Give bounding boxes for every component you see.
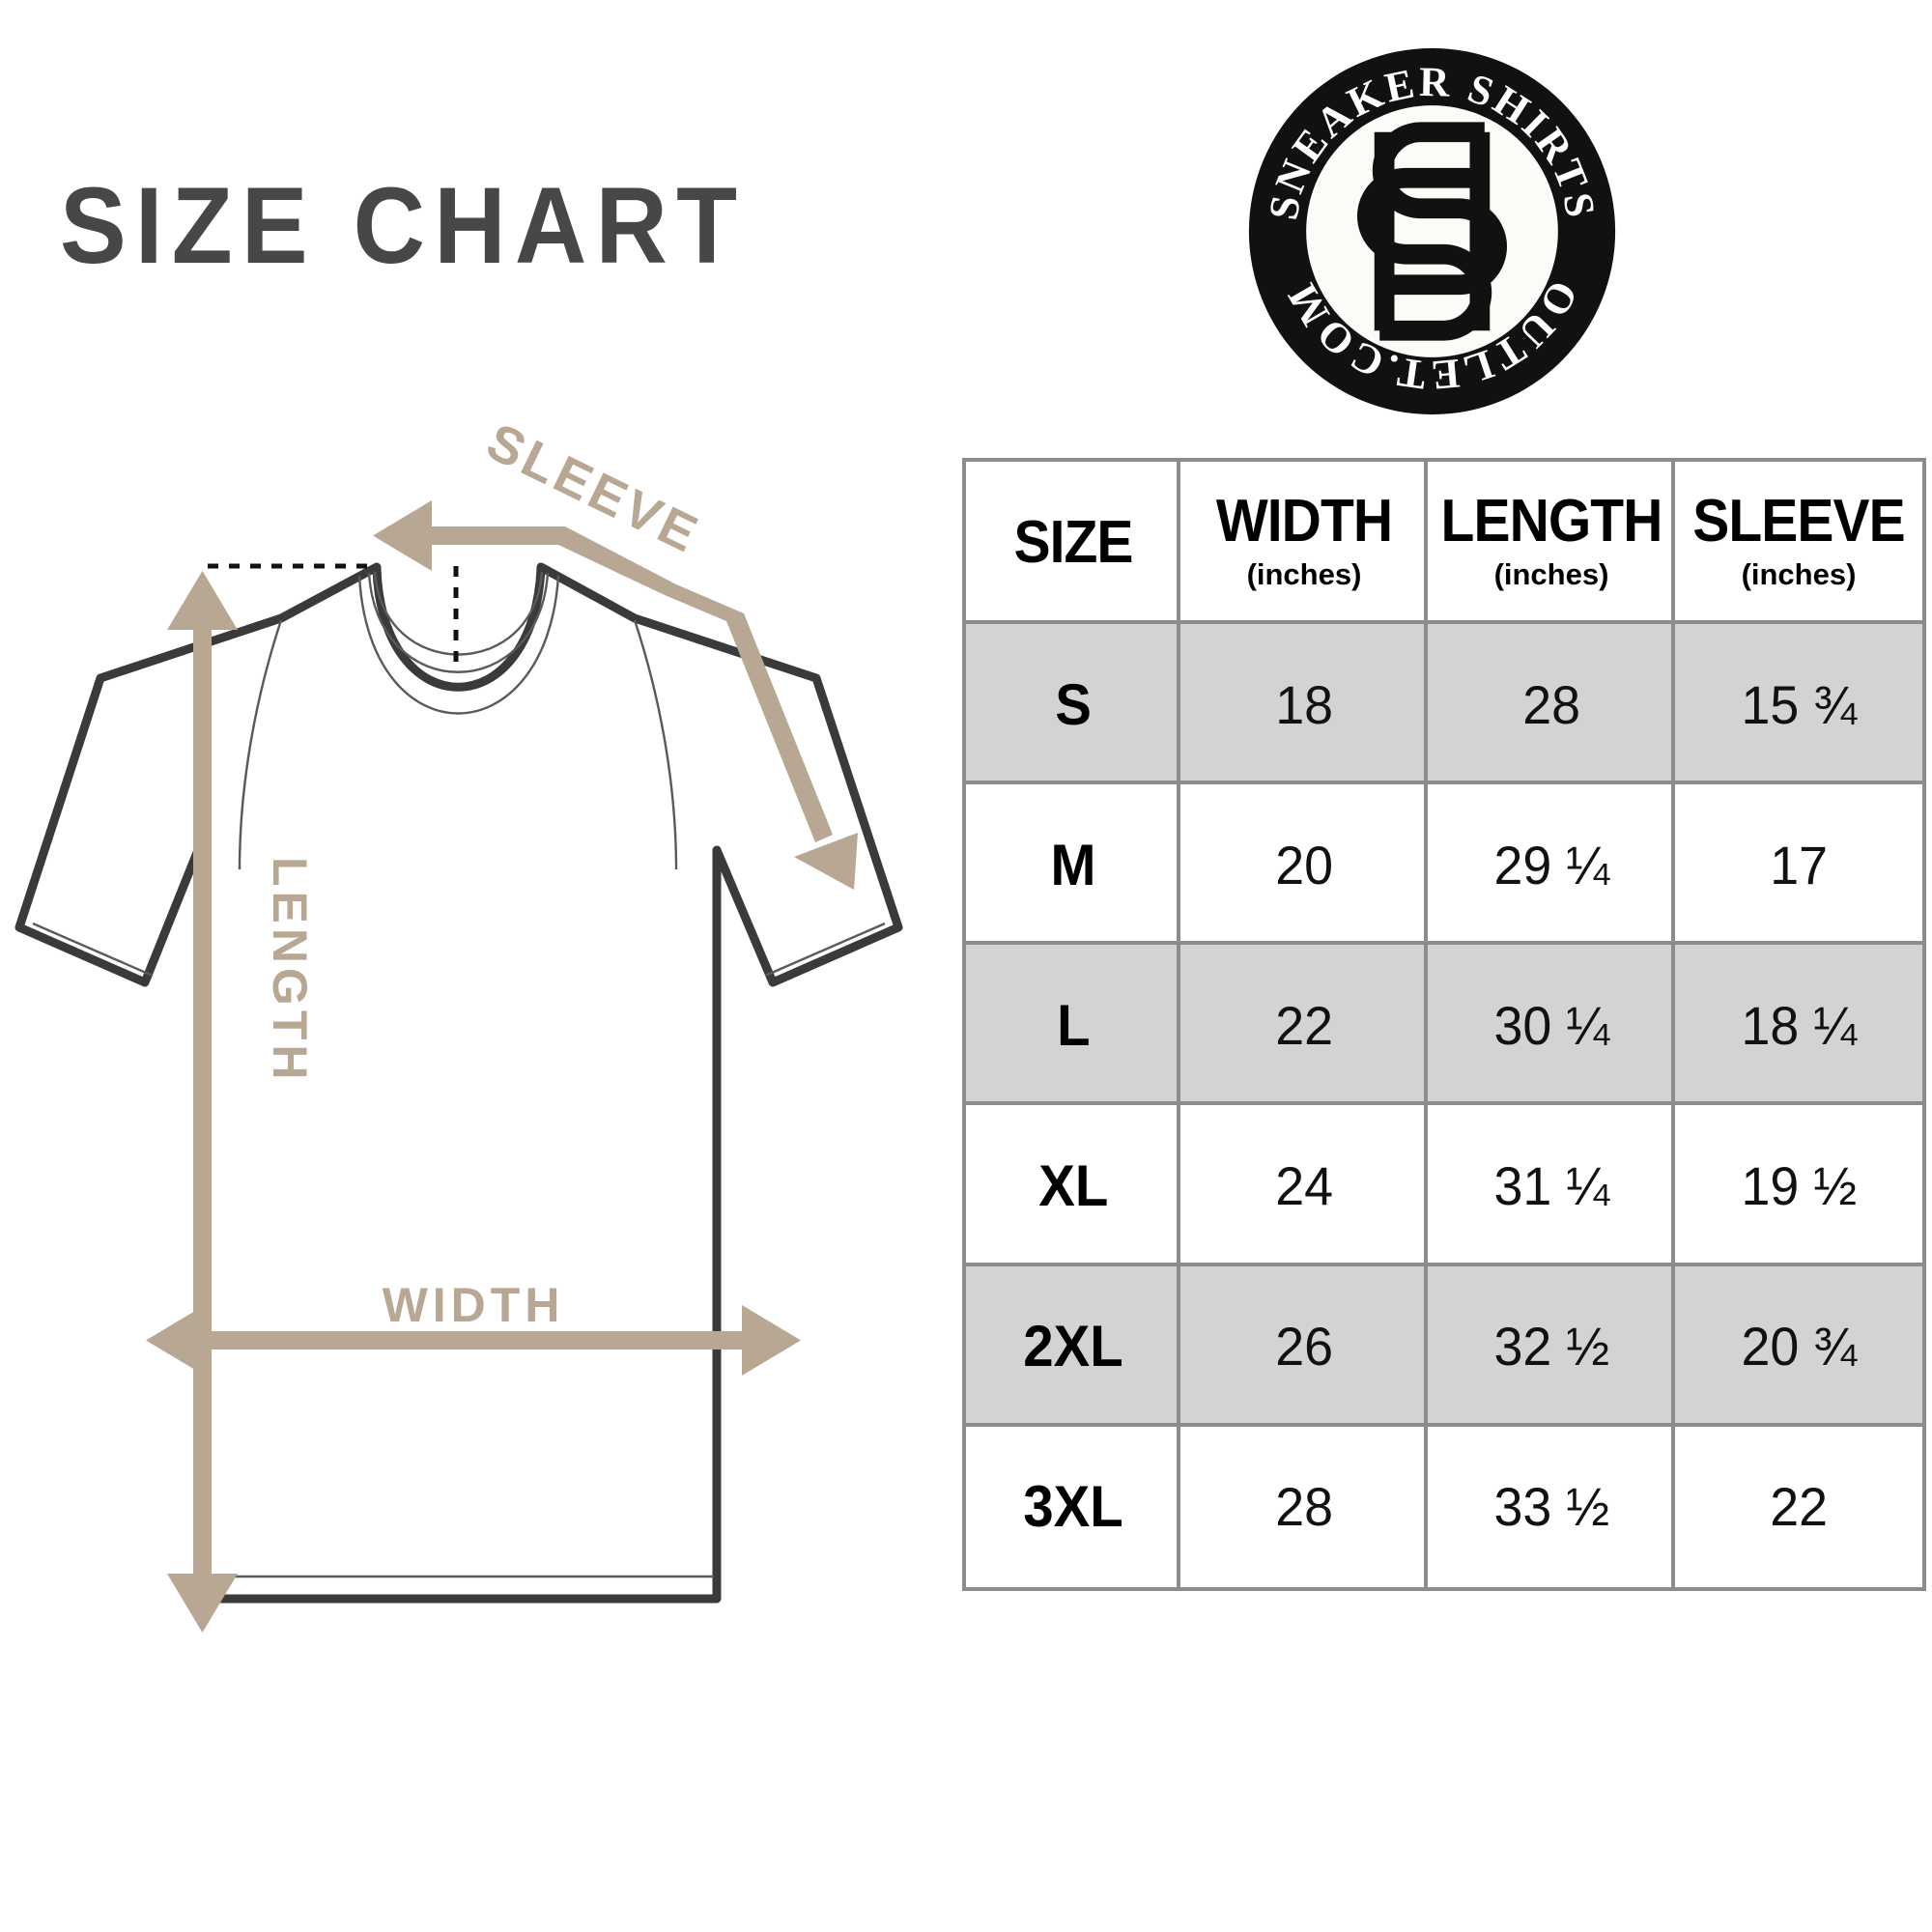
- header-length-sub: (inches): [1493, 556, 1609, 591]
- cell-length: 28: [1428, 624, 1675, 785]
- size-chart-table: SIZE WIDTH (inches) LENGTH (inches) SLEE…: [966, 462, 1922, 1587]
- cell-size: 3XL: [966, 1426, 1180, 1587]
- header-cell-size: SIZE: [966, 462, 1180, 624]
- cell-width: 28: [1180, 1426, 1428, 1587]
- sleeve-value: 19 ½: [1741, 1155, 1857, 1217]
- measurement-arrows: [146, 500, 858, 1633]
- header-cell-width: WIDTH (inches): [1180, 462, 1428, 624]
- width-value: 22: [1275, 994, 1333, 1056]
- header-length-main: LENGTH: [1440, 487, 1663, 554]
- tshirt-inner-seams: [32, 619, 886, 1578]
- sleeve-value: 20 ¾: [1741, 1316, 1857, 1378]
- length-label: LENGTH: [263, 857, 317, 1085]
- brand-logo: SNEAKER SHIRTS OUTLET.COM: [1241, 41, 1623, 422]
- cell-size: XL: [966, 1105, 1180, 1266]
- length-value: 28: [1522, 673, 1580, 735]
- tshirt-collar: [372, 564, 546, 692]
- width-value: 26: [1275, 1316, 1333, 1378]
- size-label: L: [1056, 992, 1091, 1058]
- table-row: 3XL 28 33 ½ 22: [966, 1426, 1922, 1587]
- table-row: XL 24 31 ¼ 19 ½: [966, 1105, 1922, 1266]
- table-row: S 18 28 15 ¾: [966, 624, 1922, 785]
- size-label: 3XL: [1023, 1474, 1123, 1540]
- cell-size: L: [966, 945, 1180, 1106]
- header-cell-length: LENGTH (inches): [1428, 462, 1675, 624]
- sleeve-value: 18 ¼: [1741, 994, 1857, 1056]
- cell-length: 30 ¼: [1428, 945, 1675, 1106]
- cell-length: 31 ¼: [1428, 1105, 1675, 1266]
- sleeve-value: 22: [1770, 1476, 1828, 1538]
- size-label: S: [1055, 671, 1092, 737]
- cell-sleeve: 15 ¾: [1675, 624, 1922, 785]
- sleeve-value: 15 ¾: [1741, 673, 1857, 735]
- length-value: 32 ½: [1493, 1316, 1609, 1378]
- page-title: SIZE CHART: [60, 165, 747, 286]
- table-row: 2XL 26 32 ½ 20 ¾: [966, 1265, 1922, 1427]
- table-row: L 22 30 ¼ 18 ¼: [966, 945, 1922, 1106]
- length-value: 30 ¼: [1493, 994, 1609, 1056]
- width-value: 20: [1275, 834, 1333, 895]
- header-size-main: SIZE: [1013, 509, 1133, 576]
- cell-sleeve: 18 ¼: [1675, 945, 1922, 1106]
- tshirt-outline: [14, 562, 903, 1604]
- size-label: XL: [1037, 1153, 1109, 1219]
- header-sleeve-main: SLEEVE: [1692, 487, 1905, 554]
- length-value: 31 ¼: [1493, 1155, 1609, 1217]
- header-sleeve-sub: (inches): [1741, 556, 1857, 591]
- cell-size: 2XL: [966, 1265, 1180, 1427]
- width-value: 24: [1275, 1155, 1333, 1217]
- cell-length: 32 ½: [1428, 1265, 1675, 1427]
- dashed-guides: [208, 563, 459, 663]
- width-label: WIDTH: [383, 1278, 565, 1332]
- cell-sleeve: 20 ¾: [1675, 1265, 1922, 1427]
- cell-sleeve: 17: [1675, 784, 1922, 946]
- width-value: 28: [1275, 1476, 1333, 1538]
- cell-width: 26: [1180, 1265, 1428, 1427]
- length-value: 29 ¼: [1493, 834, 1609, 895]
- cell-sleeve: 19 ½: [1675, 1105, 1922, 1266]
- length-arrow: [167, 571, 238, 1633]
- width-value: 18: [1275, 673, 1333, 735]
- logo-monogram: [1357, 122, 1507, 341]
- header-cell-sleeve: SLEEVE (inches): [1675, 462, 1922, 624]
- cell-size: M: [966, 784, 1180, 946]
- size-label: 2XL: [1023, 1314, 1123, 1379]
- cell-sleeve: 22: [1675, 1426, 1922, 1587]
- table-header-row: SIZE WIDTH (inches) LENGTH (inches) SLEE…: [966, 462, 1922, 624]
- cell-width: 24: [1180, 1105, 1428, 1266]
- width-arrow: [146, 1305, 801, 1376]
- cell-length: 33 ½: [1428, 1426, 1675, 1587]
- tshirt-collar-detail: [357, 571, 560, 715]
- tshirt-measurement-diagram: WIDTH LENGTH SLEEVE: [0, 386, 966, 1642]
- sleeve-value: 17: [1770, 834, 1828, 895]
- length-value: 33 ½: [1493, 1476, 1609, 1538]
- sleeve-arrow: [373, 500, 858, 890]
- table-row: M 20 29 ¼ 17: [966, 784, 1922, 946]
- size-label: M: [1050, 832, 1096, 897]
- cell-width: 20: [1180, 784, 1428, 946]
- size-chart-table-wrapper: SIZE WIDTH (inches) LENGTH (inches) SLEE…: [966, 462, 1922, 1587]
- cell-length: 29 ¼: [1428, 784, 1675, 946]
- header-width-sub: (inches): [1246, 556, 1362, 591]
- header-width-main: WIDTH: [1215, 487, 1393, 554]
- cell-width: 22: [1180, 945, 1428, 1106]
- cell-width: 18: [1180, 624, 1428, 785]
- cell-size: S: [966, 624, 1180, 785]
